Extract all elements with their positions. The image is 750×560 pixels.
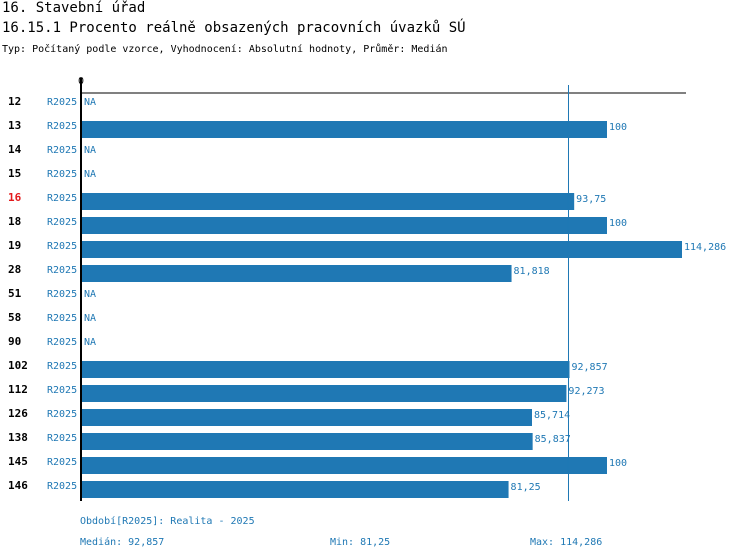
category-label: 112 bbox=[8, 383, 28, 396]
series-label: R2025 bbox=[47, 193, 77, 204]
series-label: R2025 bbox=[47, 289, 77, 300]
series-label: R2025 bbox=[47, 169, 77, 180]
series-label: R2025 bbox=[47, 481, 77, 492]
bar bbox=[82, 217, 607, 234]
category-label: 16 bbox=[8, 191, 22, 204]
category-label: 28 bbox=[8, 263, 21, 276]
bar bbox=[82, 433, 533, 450]
footer-period: Období[R2025]: Realita - 2025 bbox=[80, 516, 255, 527]
data-label: 114,286 bbox=[684, 242, 726, 253]
series-label: R2025 bbox=[47, 145, 77, 156]
data-label: 93,75 bbox=[576, 194, 606, 205]
data-label: 81,25 bbox=[511, 482, 541, 493]
category-label: 126 bbox=[8, 407, 28, 420]
category-label: 14 bbox=[8, 143, 22, 156]
section-title: 16. Stavební úřad bbox=[2, 0, 146, 16]
bar bbox=[82, 481, 509, 498]
data-label: NA bbox=[84, 169, 96, 180]
series-label: R2025 bbox=[47, 409, 77, 420]
footer-min: Min: 81,25 bbox=[330, 537, 391, 548]
category-label: 145 bbox=[8, 455, 28, 468]
data-label: NA bbox=[84, 97, 96, 108]
category-label: 19 bbox=[8, 239, 21, 252]
data-label: 100 bbox=[609, 122, 627, 133]
data-label: NA bbox=[84, 289, 96, 300]
data-label: NA bbox=[84, 313, 96, 324]
category-label: 138 bbox=[8, 431, 28, 444]
series-label: R2025 bbox=[47, 433, 77, 444]
series-label: R2025 bbox=[47, 241, 77, 252]
bar bbox=[82, 409, 532, 426]
data-label: 85,714 bbox=[534, 410, 570, 421]
bar bbox=[82, 385, 567, 402]
data-label: NA bbox=[84, 337, 96, 348]
series-label: R2025 bbox=[47, 385, 77, 396]
data-label: 85,837 bbox=[535, 434, 571, 445]
data-label: NA bbox=[84, 145, 96, 156]
data-label: 100 bbox=[609, 458, 627, 469]
category-label: 13 bbox=[8, 119, 21, 132]
category-label: 102 bbox=[8, 359, 28, 372]
category-label: 12 bbox=[8, 95, 21, 108]
bar bbox=[82, 265, 512, 282]
category-label: 58 bbox=[8, 311, 21, 324]
data-label: 92,273 bbox=[568, 386, 604, 397]
data-label: 81,818 bbox=[514, 266, 550, 277]
category-label: 90 bbox=[8, 335, 21, 348]
data-label: 92,857 bbox=[571, 362, 607, 373]
series-label: R2025 bbox=[47, 457, 77, 468]
chart-title: 16.15.1 Procento reálně obsazených praco… bbox=[2, 20, 466, 36]
chart-subtitle: Typ: Počítaný podle vzorce, Vyhodnocení:… bbox=[2, 44, 448, 55]
bar bbox=[82, 361, 570, 378]
series-label: R2025 bbox=[47, 313, 77, 324]
series-label: R2025 bbox=[47, 361, 77, 372]
footer-max: Max: 114,286 bbox=[530, 537, 603, 548]
category-label: 15 bbox=[8, 167, 21, 180]
bar bbox=[82, 121, 607, 138]
series-label: R2025 bbox=[47, 217, 77, 228]
category-label: 146 bbox=[8, 479, 28, 492]
bar bbox=[82, 241, 682, 258]
data-label: 100 bbox=[609, 218, 627, 229]
series-label: R2025 bbox=[47, 121, 77, 132]
bar bbox=[82, 193, 575, 210]
footer-median: Medián: 92,857 bbox=[80, 537, 165, 548]
series-label: R2025 bbox=[47, 265, 77, 276]
series-label: R2025 bbox=[47, 337, 77, 348]
category-label: 51 bbox=[8, 287, 22, 300]
bar bbox=[82, 457, 607, 474]
series-label: R2025 bbox=[47, 97, 77, 108]
category-label: 18 bbox=[8, 215, 21, 228]
